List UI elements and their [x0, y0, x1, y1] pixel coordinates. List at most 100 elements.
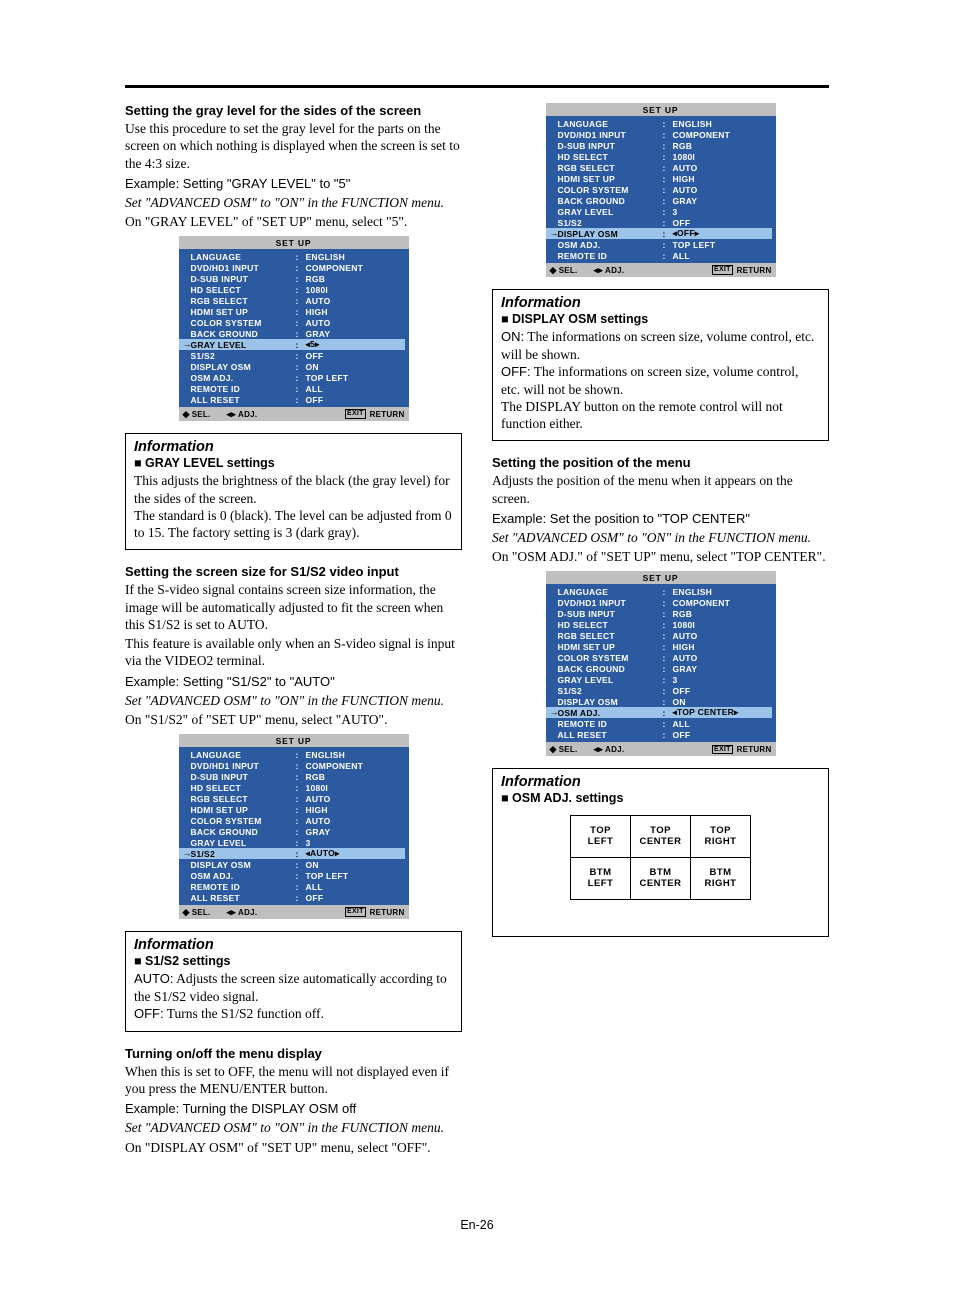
- row-label: GRAY LEVEL: [191, 340, 296, 350]
- text: On "S1/S2" of "SET UP" menu, select "AUT…: [125, 711, 462, 728]
- info-box-display-osm: Information ■ DISPLAY OSM settings ON: T…: [492, 289, 829, 441]
- row-value: HIGH: [673, 642, 768, 652]
- row-arrow-icon: →: [550, 708, 558, 717]
- info-box-gray-level: Information ■ GRAY LEVEL settings This a…: [125, 433, 462, 550]
- row-value: 1080I: [673, 620, 768, 630]
- row-value: ◂5▸: [306, 339, 401, 350]
- info-subheading: ■ S1/S2 settings: [134, 954, 453, 968]
- row-label: OSM ADJ.: [191, 373, 296, 383]
- row-value: ALL: [673, 251, 768, 261]
- row-value: COMPONENT: [673, 598, 768, 608]
- info-body: AUTO: Adjusts the screen size automatica…: [134, 970, 453, 1023]
- menu-row: COLOR SYSTEM:AUTO: [179, 815, 405, 826]
- row-value: 1080I: [306, 783, 401, 793]
- row-label: HDMI SET UP: [191, 307, 296, 317]
- row-label: HDMI SET UP: [558, 642, 663, 652]
- row-value: COMPONENT: [673, 130, 768, 140]
- row-label: ALL RESET: [191, 893, 296, 903]
- row-label: DVD/HD1 INPUT: [558, 598, 663, 608]
- menu-row: HDMI SET UP:HIGH: [546, 173, 772, 184]
- menu-row: D-SUB INPUT:RGB: [546, 140, 772, 151]
- example-text: Example: Setting "S1/S2" to "AUTO": [125, 674, 462, 689]
- info-body: ON: The informations on screen size, vol…: [501, 328, 820, 432]
- menu-footer: ◆ SEL.◂▸ ADJ.EXIT RETURN: [179, 905, 409, 919]
- row-value: ON: [306, 362, 401, 372]
- menu-footer: ◆ SEL.◂▸ ADJ.EXIT RETURN: [179, 407, 409, 421]
- menu-title: SET UP: [179, 734, 409, 747]
- row-label: D-SUB INPUT: [558, 609, 663, 619]
- italic-note: Set "ADVANCED OSM" to "ON" in the FUNCTI…: [125, 194, 462, 211]
- footer-exit: EXIT RETURN: [345, 409, 404, 419]
- menu-row: DVD/HD1 INPUT:COMPONENT: [546, 597, 772, 608]
- menu-row: S1/S2:OFF: [546, 685, 772, 696]
- menu-row: S1/S2:OFF: [546, 217, 772, 228]
- footer-exit: EXIT RETURN: [345, 907, 404, 917]
- info-box-s1s2: Information ■ S1/S2 settings AUTO: Adjus…: [125, 931, 462, 1032]
- row-label: REMOTE ID: [558, 251, 663, 261]
- row-label: GRAY LEVEL: [191, 838, 296, 848]
- row-value: AUTO: [673, 163, 768, 173]
- menu-row: GRAY LEVEL:3: [179, 837, 405, 848]
- row-label: OSM ADJ.: [558, 708, 663, 718]
- text: Use this procedure to set the gray level…: [125, 120, 462, 172]
- row-value: GRAY: [306, 827, 401, 837]
- row-value: TOP LEFT: [673, 240, 768, 250]
- menu-row: HD SELECT:1080I: [179, 284, 405, 295]
- row-label: ALL RESET: [191, 395, 296, 405]
- row-value: AUTO: [673, 185, 768, 195]
- row-label: COLOR SYSTEM: [191, 816, 296, 826]
- row-value: ALL: [673, 719, 768, 729]
- text: Adjusts the position of the menu when it…: [492, 472, 829, 507]
- row-value: ENGLISH: [306, 252, 401, 262]
- info-body: This adjusts the brightness of the black…: [134, 472, 453, 541]
- italic-note: Set "ADVANCED OSM" to "ON" in the FUNCTI…: [125, 692, 462, 709]
- row-value: OFF: [306, 395, 401, 405]
- row-value: ALL: [306, 384, 401, 394]
- row-value: OFF: [673, 686, 768, 696]
- row-label: LANGUAGE: [191, 750, 296, 760]
- page-number: En-26: [125, 1218, 829, 1232]
- menu-row: OSM ADJ.:TOP LEFT: [179, 372, 405, 383]
- footer-sel: ◆ SEL.: [550, 744, 578, 755]
- info-subheading: ■ OSM ADJ. settings: [501, 791, 820, 805]
- pos-btm-left: BTMLEFT: [571, 858, 631, 900]
- row-value: AUTO: [306, 296, 401, 306]
- row-label: DISPLAY OSM: [558, 229, 663, 239]
- position-table: TOPLEFT TOPCENTER TOPRIGHT BTMLEFT BTMCE…: [570, 815, 751, 900]
- row-value: AUTO: [673, 653, 768, 663]
- info-subheading: ■ DISPLAY OSM settings: [501, 312, 820, 326]
- info-box-osm-adj: Information ■ OSM ADJ. settings TOPLEFT …: [492, 768, 829, 937]
- row-value: ENGLISH: [306, 750, 401, 760]
- row-label: HDMI SET UP: [191, 805, 296, 815]
- row-label: HD SELECT: [558, 620, 663, 630]
- row-value: 1080I: [673, 152, 768, 162]
- footer-adj: ◂▸ ADJ.: [594, 744, 625, 755]
- menu-row: D-SUB INPUT:RGB: [179, 273, 405, 284]
- row-label: OSM ADJ.: [191, 871, 296, 881]
- row-value: ENGLISH: [673, 587, 768, 597]
- menu-row: REMOTE ID:ALL: [546, 718, 772, 729]
- row-label: REMOTE ID: [191, 384, 296, 394]
- row-value: RGB: [306, 772, 401, 782]
- menu-row: LANGUAGE:ENGLISH: [179, 749, 405, 760]
- menu-row: REMOTE ID:ALL: [546, 250, 772, 261]
- menu-row: ALL RESET:OFF: [179, 394, 405, 405]
- menu-row: →GRAY LEVEL:◂5▸: [179, 339, 405, 350]
- menu-row: D-SUB INPUT:RGB: [179, 771, 405, 782]
- position-grid: TOPLEFT TOPCENTER TOPRIGHT BTMLEFT BTMCE…: [501, 815, 820, 900]
- row-label: DVD/HD1 INPUT: [191, 761, 296, 771]
- pos-top-center: TOPCENTER: [631, 816, 691, 858]
- row-arrow-icon: →: [183, 849, 191, 858]
- heading-menu-position: Setting the position of the menu: [492, 455, 829, 470]
- menu-row: HD SELECT:1080I: [546, 151, 772, 162]
- info-title: Information: [501, 294, 820, 311]
- menu-row: RGB SELECT:AUTO: [546, 630, 772, 641]
- row-label: S1/S2: [558, 218, 663, 228]
- menu-row: ALL RESET:OFF: [179, 892, 405, 903]
- row-label: D-SUB INPUT: [191, 274, 296, 284]
- menu-row: DISPLAY OSM:ON: [179, 859, 405, 870]
- menu-row: BACK GROUND:GRAY: [546, 663, 772, 674]
- row-value: TOP LEFT: [306, 871, 401, 881]
- row-label: ALL RESET: [558, 730, 663, 740]
- info-subheading: ■ GRAY LEVEL settings: [134, 456, 453, 470]
